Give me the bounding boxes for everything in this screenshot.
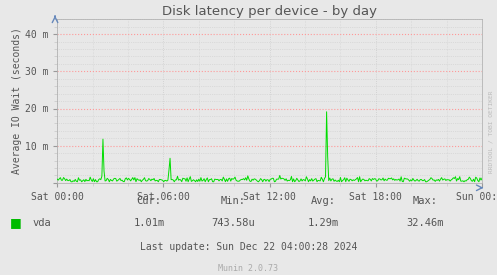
Text: Max:: Max: (413, 196, 437, 206)
Text: vda: vda (32, 218, 51, 228)
Text: 32.46m: 32.46m (406, 218, 444, 228)
Text: ■: ■ (10, 216, 22, 229)
Text: RRDTOOL / TOBI OETIKER: RRDTOOL / TOBI OETIKER (489, 91, 494, 173)
Text: Avg:: Avg: (311, 196, 335, 206)
Text: Munin 2.0.73: Munin 2.0.73 (219, 264, 278, 273)
Text: 1.29m: 1.29m (308, 218, 338, 228)
Text: Min:: Min: (221, 196, 246, 206)
Text: Last update: Sun Dec 22 04:00:28 2024: Last update: Sun Dec 22 04:00:28 2024 (140, 243, 357, 252)
Text: 743.58u: 743.58u (212, 218, 255, 228)
Text: Cur:: Cur: (137, 196, 162, 206)
Text: 1.01m: 1.01m (134, 218, 165, 228)
Y-axis label: Average IO Wait (seconds): Average IO Wait (seconds) (12, 28, 22, 175)
Title: Disk latency per device - by day: Disk latency per device - by day (162, 5, 377, 18)
